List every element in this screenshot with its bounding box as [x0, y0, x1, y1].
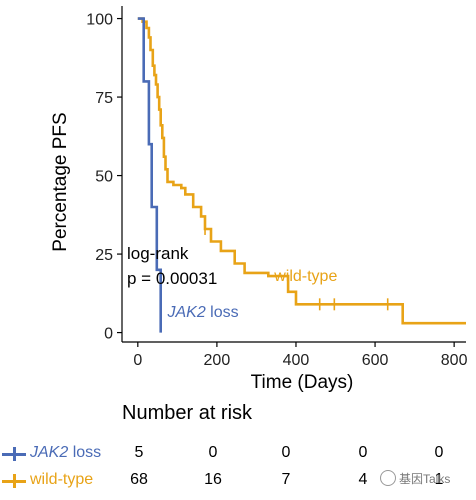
risk-value: 68	[130, 471, 148, 488]
risk-value: 16	[204, 471, 222, 488]
wild-type-curve-label: wild-type	[273, 268, 337, 285]
y-tick-label: 25	[95, 247, 113, 264]
risk-value: 5	[134, 444, 144, 461]
risk-value: 1	[434, 471, 444, 488]
watermark: 基因Talks	[380, 470, 450, 487]
jak2-loss-legend-marker	[2, 447, 26, 461]
x-tick-label: 600	[362, 352, 389, 369]
wild-type-survival-curve	[137, 17, 466, 325]
risk-value: 0	[208, 444, 218, 461]
risk-value: 7	[281, 471, 291, 488]
risk-value: 0	[434, 444, 444, 461]
wild-type-legend-marker	[2, 474, 26, 488]
p-value-annotation: p = 0.00031	[127, 269, 217, 288]
risk-row-label-wild-type: wild-type	[30, 471, 94, 488]
x-axis-label: Time (Days)	[251, 372, 354, 393]
risk-value: 0	[281, 444, 291, 461]
jak2-loss-curve-label: JAK2 loss	[166, 304, 238, 321]
x-tick-label: 800	[441, 352, 468, 369]
wechat-icon	[380, 470, 396, 486]
y-tick-label: 50	[95, 169, 113, 186]
risk-table-title: Number at risk	[122, 402, 253, 424]
jak2-loss-survival-curve	[137, 17, 162, 333]
x-tick-label: 400	[283, 352, 310, 369]
logrank-annotation: log-rank	[127, 244, 189, 263]
risk-value: 0	[358, 444, 368, 461]
y-axis-label: Percentage PFS	[50, 112, 71, 251]
x-tick-label: 200	[204, 352, 231, 369]
watermark-text: 基因Talks	[399, 472, 451, 486]
x-tick-label: 0	[133, 352, 142, 369]
y-tick-label: 75	[95, 90, 113, 107]
km-plot: 0 25 50 75 100 0 200 400 600 800 Time (Days) Percen…	[50, 6, 468, 393]
y-tick-label: 0	[104, 326, 113, 343]
risk-value: 4	[358, 471, 368, 488]
risk-row-label-jak2-loss: JAK2 loss	[30, 444, 102, 461]
y-tick-label: 100	[86, 12, 113, 29]
